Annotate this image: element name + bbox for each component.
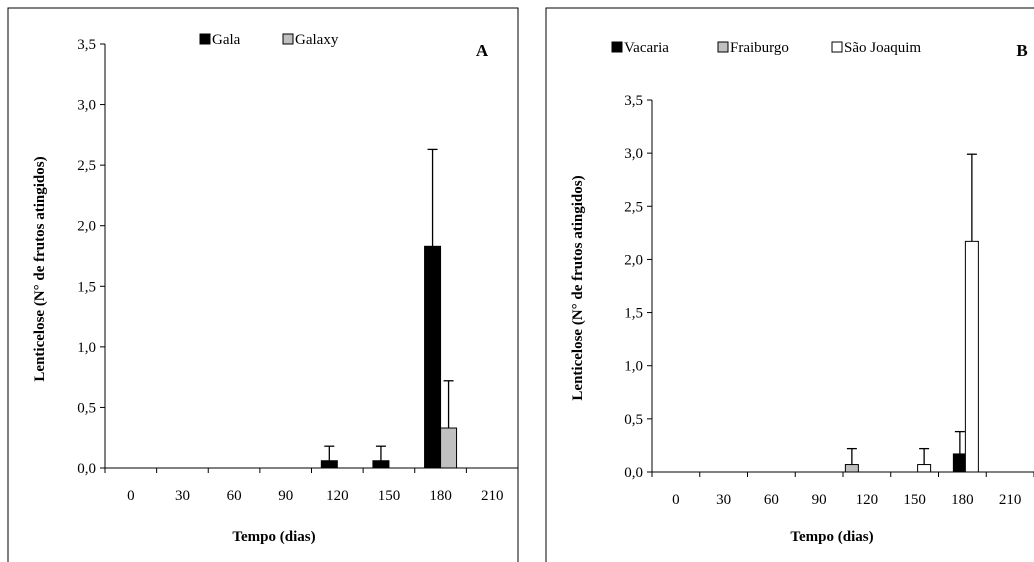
panel-b-bar-fraiburgo xyxy=(844,464,859,473)
panel-a-x-tick-label: 90 xyxy=(278,488,293,504)
panel-b-plot: 0,0 0,5 1,0 1,5 2,0 2,5 3,0 3,5 0 30 60 90 120 150 180… xyxy=(611,40,1034,508)
panel-a-x-tick-label: 180 xyxy=(429,488,452,504)
panel-a-y-axis-title: Lenticelose (N° de frutos atingidos) xyxy=(32,156,48,381)
chart-panel-b: 0,0 0,5 1,0 1,5 2,0 2,5 3,0 3,5 0 30 60 90 120 150 180… xyxy=(545,7,1034,562)
panel-a-y-tick-label: 3,5 xyxy=(77,37,96,53)
panel-b-y-tick-label: 0,0 xyxy=(624,465,643,481)
panel-b-legend-label: São Joaquim xyxy=(844,40,921,56)
panel-a-plot: 0,0 0,5 1,0 1,5 2,0 2,5 3,0 3,5 0 30 60 90 120 150 180… xyxy=(77,32,519,504)
panel-b-y-axis-title: Lenticelose (N° de frutos atingidos) xyxy=(570,175,586,400)
panel-a-x-tick-label: 30 xyxy=(175,488,190,504)
panel-a-y-tick-label: 0,5 xyxy=(77,400,96,416)
panel-a-bar-gala xyxy=(424,245,442,469)
panel-b-x-tick-label: 30 xyxy=(716,492,731,508)
panel-a-y-tick-label: 1,0 xyxy=(77,340,96,356)
panel-b-legend-swatch xyxy=(611,41,623,53)
panel-a-bar-gala xyxy=(320,460,338,469)
panel-a-legend-swatch xyxy=(282,33,294,45)
panel-a-y-tick-label: 2,0 xyxy=(77,219,96,235)
panel-b-legend-label: Fraiburgo xyxy=(730,40,789,56)
panel-a-x-tick-label: 210 xyxy=(481,488,504,504)
panel-a-legend-swatch xyxy=(199,33,211,45)
panel-b-y-tick-label: 2,0 xyxy=(624,252,643,268)
panel-a-letter: A xyxy=(476,41,489,60)
panel-a-y-tick-label: 2,5 xyxy=(77,158,96,174)
panel-b-legend-swatch xyxy=(717,41,729,53)
panel-a-x-tick-label: 0 xyxy=(127,488,135,504)
panel-b-y-tick-label: 1,5 xyxy=(624,306,643,322)
panel-b-x-tick-label: 60 xyxy=(764,492,779,508)
panel-b-legend-swatch xyxy=(831,41,843,53)
panel-a-y-tick-label: 3,0 xyxy=(77,98,96,114)
panel-b-y-tick-label: 3,0 xyxy=(624,146,643,162)
panel-a-x-tick-label: 60 xyxy=(227,488,242,504)
panel-a-bar-galaxy xyxy=(440,427,458,469)
panel-b-y-tick-label: 0,5 xyxy=(624,412,643,428)
panel-b-bar-s-o-joaquim xyxy=(964,240,979,473)
panel-a-y-tick-label: 1,5 xyxy=(77,279,96,295)
panel-a-y-tick-label: 0,0 xyxy=(77,461,96,477)
panel-b-x-axis-title: Tempo (dias) xyxy=(790,529,873,545)
panel-a-legend-label: Gala xyxy=(212,32,241,48)
panel-a-legend-label: Galaxy xyxy=(295,32,339,48)
panel-a-bar-gala xyxy=(372,460,390,469)
panel-b-letter: B xyxy=(1016,41,1027,60)
panel-b-x-tick-label: 180 xyxy=(951,492,974,508)
chart-panel-a: 0,0 0,5 1,0 1,5 2,0 2,5 3,0 3,5 0 30 60 90 120 150 180… xyxy=(7,7,519,562)
panel-b-bar-s-o-joaquim xyxy=(917,464,932,473)
panel-a-x-tick-label: 120 xyxy=(326,488,349,504)
panel-a-x-tick-label: 150 xyxy=(378,488,401,504)
panel-b-x-tick-label: 90 xyxy=(812,492,827,508)
panel-b-x-tick-label: 210 xyxy=(999,492,1022,508)
panel-b-x-tick-label: 150 xyxy=(903,492,926,508)
panel-b-x-tick-label: 0 xyxy=(672,492,680,508)
panel-b-bar-vacaria xyxy=(952,453,967,473)
panel-b-y-tick-label: 3,5 xyxy=(624,93,643,109)
panel-b-legend-label: Vacaria xyxy=(624,40,669,56)
panel-b-x-tick-label: 120 xyxy=(856,492,879,508)
panel-a-x-axis-title: Tempo (dias) xyxy=(232,529,315,545)
panel-b-y-tick-label: 2,5 xyxy=(624,199,643,215)
panel-b-frame xyxy=(545,7,1034,562)
panel-b-y-tick-label: 1,0 xyxy=(624,359,643,375)
